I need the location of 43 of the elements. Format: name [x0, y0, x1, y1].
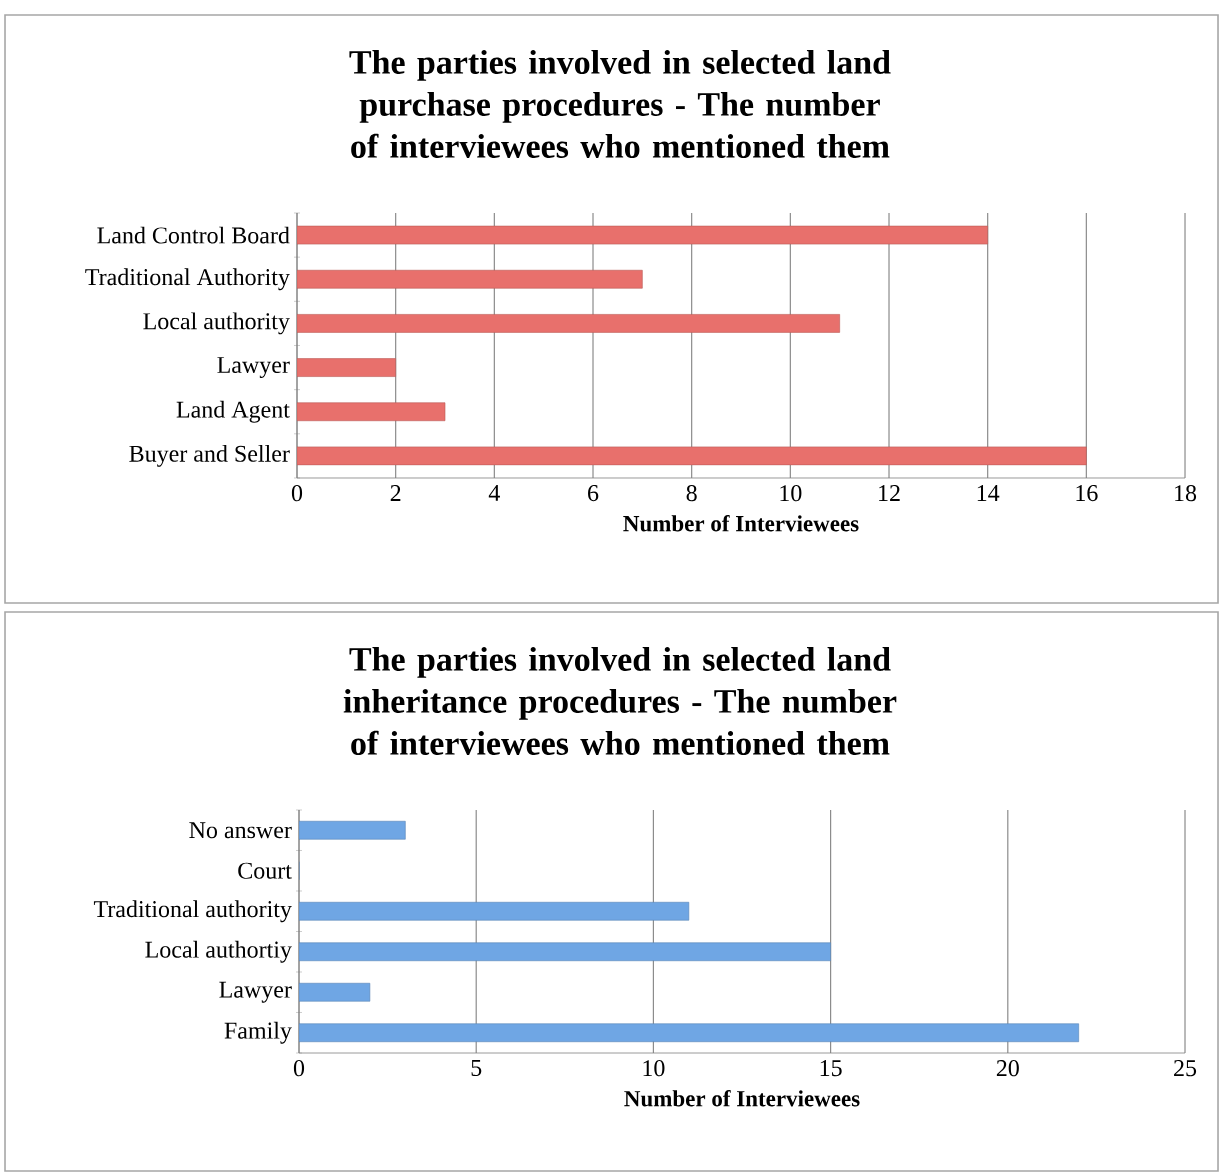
x-tick-label: 2: [390, 485, 401, 501]
bar: [299, 901, 690, 921]
chart-title: The parties involved in selected land inheritance procedures - The number of interviewees who mentioned them: [343, 647, 897, 755]
x-tick-label: 14: [977, 485, 1000, 501]
y-tick-label: Local authority: [143, 312, 290, 335]
y-tick-label: No answer: [189, 822, 292, 839]
x-tick-label: 25: [1174, 1060, 1197, 1077]
x-tick-label: 4: [488, 485, 500, 501]
bar: [299, 1023, 1079, 1043]
x-tick-label: 20: [996, 1060, 1019, 1077]
bar: [297, 269, 643, 289]
x-tick-label: 8: [686, 485, 697, 502]
bar: [297, 402, 446, 422]
y-tick-label: Land Agent: [176, 400, 290, 423]
x-axis-title: Number of Interviewees: [624, 1090, 860, 1107]
x-tick-label: 18: [1175, 485, 1197, 502]
bar: [297, 225, 988, 245]
x-tick-label: 15: [820, 1060, 842, 1077]
bar: [297, 446, 1087, 466]
bar: [299, 942, 831, 962]
y-tick-label: Court: [238, 862, 292, 879]
x-tick-label: 16: [1076, 485, 1098, 502]
y-tick-label: Traditional authority: [93, 900, 292, 923]
y-tick-label: Lawyer: [217, 357, 290, 379]
x-tick-label: 12: [879, 485, 900, 501]
x-axis-title: Number of Interviewees: [623, 514, 859, 532]
chart-title: The parties involved in selected land purchase procedures - The number of interviewees who mentioned them: [349, 50, 891, 158]
bar: [297, 314, 840, 333]
y-tick-label: Traditional Authority: [85, 268, 290, 291]
y-tick-label: Buyer and Seller: [129, 444, 290, 467]
x-tick-label: 0: [291, 485, 303, 502]
bar: [297, 358, 396, 377]
y-tick-label: Lawyer: [219, 981, 292, 1003]
x-tick-label: 10: [643, 1060, 665, 1077]
y-tick-label: Family: [224, 1021, 292, 1044]
x-tick-label: 5: [471, 1060, 482, 1076]
bar: [299, 982, 371, 1002]
bar: [299, 820, 406, 840]
y-tick-label: Land Control Board: [97, 226, 290, 244]
x-tick-label: 0: [293, 1060, 305, 1077]
x-tick-label: 10: [780, 485, 802, 502]
x-tick-label: 6: [588, 485, 599, 502]
y-tick-label: Local authortiy: [145, 940, 292, 963]
